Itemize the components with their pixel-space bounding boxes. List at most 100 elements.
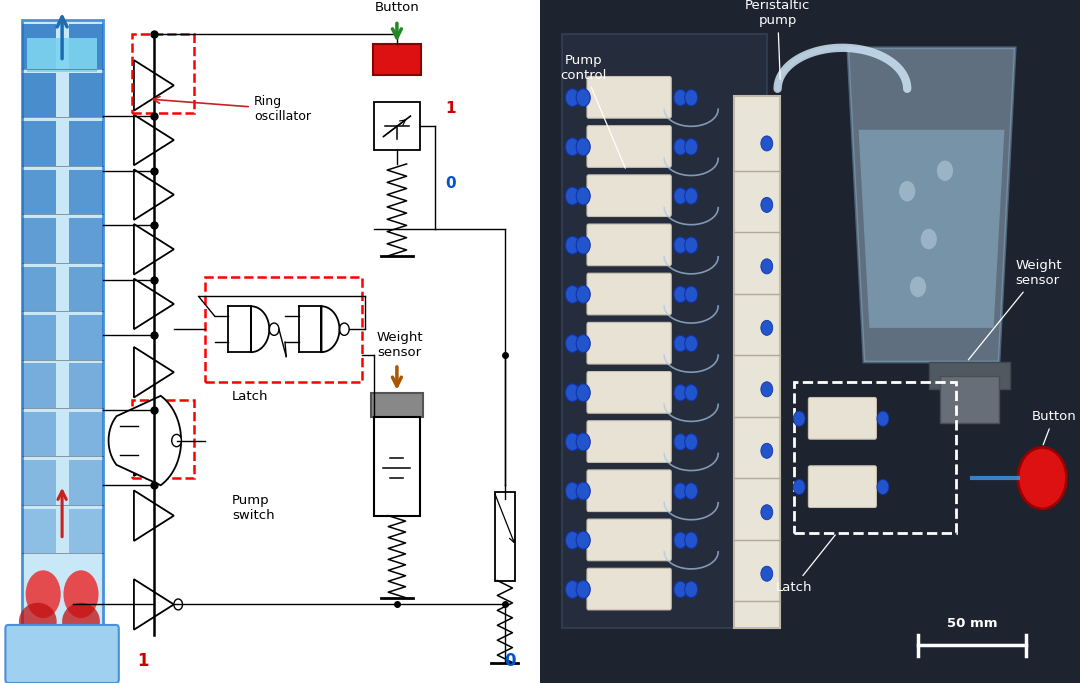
Circle shape: [877, 411, 889, 426]
FancyBboxPatch shape: [588, 519, 672, 561]
Bar: [69, 412, 103, 456]
Circle shape: [577, 482, 591, 500]
FancyBboxPatch shape: [588, 273, 672, 315]
Bar: [69, 315, 103, 359]
Circle shape: [920, 229, 937, 249]
Bar: [372, 393, 422, 417]
Circle shape: [577, 138, 591, 156]
Bar: [22, 218, 56, 263]
Circle shape: [793, 479, 806, 494]
Bar: [69, 73, 103, 117]
Circle shape: [685, 581, 698, 598]
Polygon shape: [134, 426, 174, 476]
Circle shape: [685, 483, 698, 499]
Circle shape: [760, 320, 773, 335]
Circle shape: [760, 259, 773, 274]
Bar: [205, 277, 362, 382]
Bar: [794, 382, 956, 533]
Circle shape: [566, 335, 579, 352]
Polygon shape: [134, 490, 174, 541]
Circle shape: [937, 161, 954, 181]
Circle shape: [577, 187, 591, 205]
Circle shape: [685, 532, 698, 548]
Bar: [22, 25, 56, 69]
FancyBboxPatch shape: [808, 466, 877, 507]
Circle shape: [674, 286, 687, 303]
Circle shape: [760, 505, 773, 520]
Circle shape: [685, 385, 698, 401]
Circle shape: [269, 323, 279, 335]
Text: Weight
sensor: Weight sensor: [376, 331, 423, 359]
Circle shape: [566, 531, 579, 549]
Circle shape: [674, 532, 687, 548]
Circle shape: [685, 434, 698, 450]
Circle shape: [674, 139, 687, 155]
Polygon shape: [134, 115, 174, 165]
Bar: [69, 218, 103, 263]
Circle shape: [1018, 447, 1067, 509]
Bar: [27, 38, 97, 72]
Text: Weight
sensor: Weight sensor: [969, 260, 1062, 360]
Circle shape: [577, 335, 591, 352]
Ellipse shape: [19, 603, 57, 641]
Circle shape: [172, 434, 181, 447]
Polygon shape: [859, 130, 1004, 328]
Circle shape: [674, 434, 687, 450]
Circle shape: [566, 384, 579, 402]
FancyBboxPatch shape: [588, 175, 672, 217]
Text: Latch: Latch: [232, 389, 269, 402]
Polygon shape: [134, 279, 174, 329]
Circle shape: [577, 581, 591, 598]
Circle shape: [760, 566, 773, 581]
Bar: [133, 400, 194, 478]
Circle shape: [685, 237, 698, 253]
Bar: [22, 412, 56, 456]
Polygon shape: [134, 347, 174, 398]
Circle shape: [566, 138, 579, 156]
Bar: [22, 363, 56, 408]
Circle shape: [577, 384, 591, 402]
Text: 1: 1: [446, 100, 456, 115]
Circle shape: [685, 335, 698, 352]
Bar: [374, 102, 419, 150]
Circle shape: [577, 236, 591, 254]
Ellipse shape: [26, 570, 60, 618]
Polygon shape: [848, 48, 1015, 362]
Polygon shape: [134, 169, 174, 220]
Bar: [22, 169, 56, 214]
Circle shape: [566, 581, 579, 598]
Bar: [69, 121, 103, 166]
Circle shape: [566, 236, 579, 254]
FancyBboxPatch shape: [5, 625, 119, 683]
Circle shape: [674, 581, 687, 598]
Bar: [22, 460, 56, 505]
Circle shape: [674, 237, 687, 253]
Circle shape: [174, 599, 183, 610]
FancyBboxPatch shape: [808, 398, 877, 439]
Bar: [22, 20, 103, 635]
FancyBboxPatch shape: [588, 470, 672, 512]
Bar: [929, 362, 1010, 389]
Polygon shape: [134, 60, 174, 111]
Circle shape: [674, 188, 687, 204]
Bar: [69, 363, 103, 408]
Circle shape: [760, 382, 773, 397]
Circle shape: [760, 443, 773, 458]
Bar: [373, 44, 421, 75]
Circle shape: [685, 188, 698, 204]
Text: Pump
switch: Pump switch: [232, 494, 274, 522]
Circle shape: [566, 89, 579, 107]
Circle shape: [793, 411, 806, 426]
Text: 0: 0: [446, 176, 456, 191]
Circle shape: [577, 433, 591, 451]
Bar: [69, 460, 103, 505]
Text: Pump
control: Pump control: [561, 54, 625, 168]
Bar: [69, 169, 103, 214]
Bar: [22, 266, 56, 311]
Bar: [22, 509, 56, 553]
Polygon shape: [108, 396, 181, 485]
Circle shape: [909, 277, 927, 297]
Circle shape: [566, 482, 579, 500]
FancyBboxPatch shape: [588, 322, 672, 364]
FancyBboxPatch shape: [588, 372, 672, 413]
